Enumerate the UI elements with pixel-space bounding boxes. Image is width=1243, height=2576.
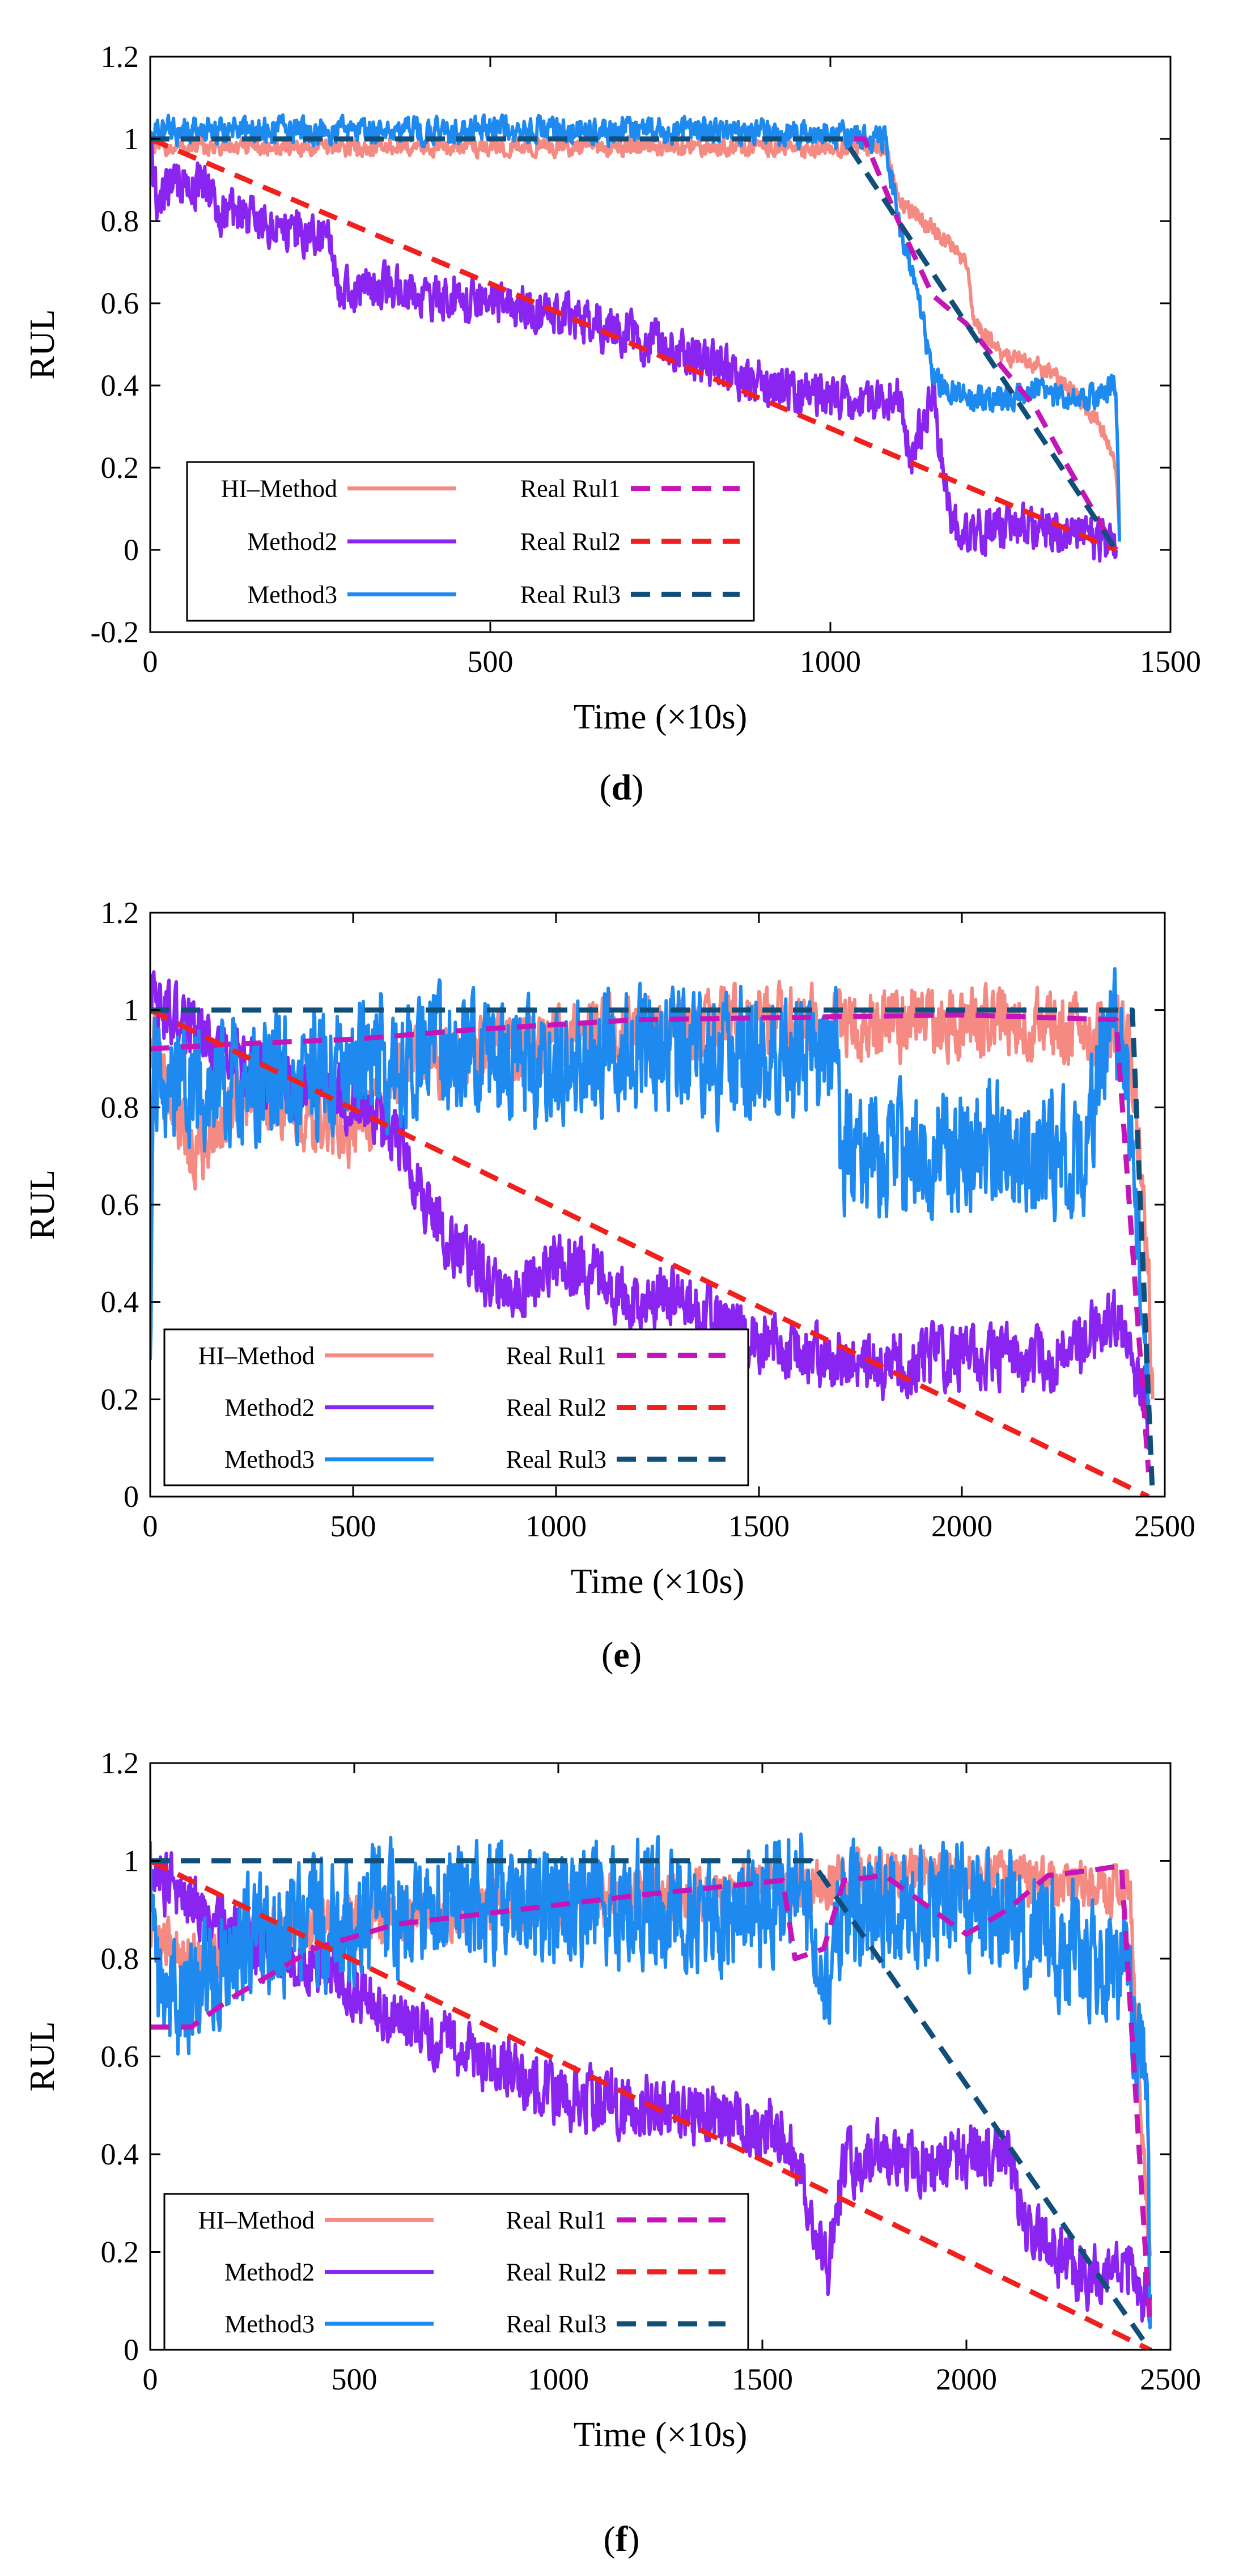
x-tick-label-e-5: 2500 (1134, 1509, 1195, 1543)
y-tick-label-e-0: 0 (124, 1480, 139, 1514)
x-tick-label-d-2: 1000 (800, 645, 861, 679)
legend-label-hi-method-f: HI–Method (198, 2206, 315, 2234)
x-axis-title-e: Time (×10s) (571, 1562, 745, 1601)
series-real-rul2-e (150, 1007, 1150, 1497)
legend-label-hi-method-d: HI–Method (221, 475, 337, 503)
y-axis-title-f: RUL (23, 2022, 62, 2092)
caption-letter-e: e (613, 1634, 629, 1675)
x-tick-label-f-5: 2500 (1140, 2362, 1201, 2396)
y-axis-title-e: RUL (23, 1170, 62, 1240)
y-tick-label-d-7: 1.2 (101, 40, 139, 74)
y-tick-label-e-1: 0.2 (101, 1382, 139, 1416)
y-tick-label-f-4: 0.8 (101, 1942, 139, 1976)
legend-label-real-rul3-e: Real Rul3 (506, 1446, 606, 1473)
y-tick-label-f-6: 1.2 (101, 1746, 139, 1780)
legend-label-hi-method-e: HI–Method (198, 1342, 315, 1370)
caption-e: (e) (601, 1634, 642, 1675)
x-axis-title-d: Time (×10s) (574, 698, 748, 736)
x-tick-label-d-3: 1500 (1140, 645, 1201, 679)
y-tick-label-d-5: 0.8 (101, 204, 139, 238)
x-tick-label-f-4: 2000 (936, 2362, 997, 2396)
legend-label-method3-f: Method3 (224, 2310, 315, 2338)
legend-label-real-rul2-e: Real Rul2 (506, 1394, 606, 1422)
x-tick-label-e-2: 1000 (525, 1509, 587, 1543)
series-group-d (150, 113, 1121, 563)
series-real-rul2-f (150, 1858, 1151, 2350)
series-method2-d (150, 141, 1118, 563)
legend-label-method2-d: Method2 (247, 528, 337, 556)
y-tick-label-e-6: 1.2 (101, 896, 139, 930)
axes-frame-d (149, 56, 1172, 633)
legend-label-real-rul2-d: Real Rul2 (520, 528, 621, 556)
y-tick-label-d-2: 0.2 (101, 451, 139, 485)
x-tick-label-f-1: 500 (332, 2362, 377, 2396)
chart-e-svg: 0 500 1000 1500 2000 2500 0 0.2 0.4 0.6 0.8 1 1.2 Tim… (23, 896, 1195, 1675)
chart-panel-e: 0 500 1000 1500 2000 2500 0 0.2 0.4 0.6 0.8 1 1.2 Tim… (0, 850, 1243, 1689)
y-tick-label-f-2: 0.4 (101, 2137, 139, 2171)
y-tick-label-d-3: 0.4 (101, 368, 139, 402)
y-tick-label-e-4: 0.8 (101, 1090, 139, 1124)
series-real-rul1-e (150, 1012, 1151, 1473)
series-group-e (150, 967, 1155, 1497)
legend-e: HI–Method Method2 Method3 Real Rul1 Real Rul… (163, 1328, 749, 1486)
series-real-rul2-d (150, 136, 1117, 553)
x-tick-label-f-3: 1500 (732, 2362, 793, 2396)
y-tick-label-d-6: 1 (124, 122, 139, 156)
x-tick-label-d-1: 500 (468, 645, 514, 679)
legend-label-method3-d: Method3 (247, 581, 337, 608)
series-method3-f (150, 1832, 1152, 2329)
caption-f: (f) (604, 2519, 640, 2559)
x-tick-label-e-1: 500 (330, 1509, 376, 1543)
legend-label-method2-f: Method2 (224, 2259, 315, 2286)
legend-label-method2-e: Method2 (224, 1394, 315, 1422)
legend-label-real-rul1-e: Real Rul1 (506, 1342, 606, 1370)
x-tick-label-e-0: 0 (143, 1509, 158, 1543)
chart-panel-f: 0 500 1000 1500 2000 2500 0 0.2 0.4 0.6 0.8 1 1.2 Tim… (0, 1706, 1243, 2576)
x-tick-label-f-0: 0 (143, 2362, 158, 2396)
x-tick-label-e-3: 1500 (728, 1509, 790, 1543)
y-tick-label-e-2: 0.4 (101, 1285, 139, 1319)
y-tick-label-f-3: 0.6 (101, 2040, 139, 2074)
caption-letter-f: f (616, 2519, 628, 2559)
y-tick-label-f-5: 1 (124, 1844, 139, 1878)
legend-label-method3-e: Method3 (224, 1446, 315, 1473)
y-axis-title-d: RUL (23, 310, 62, 380)
y-tick-label-d-0: -0.2 (91, 615, 139, 649)
caption-d: (d) (599, 767, 643, 807)
series-group-f (150, 1832, 1153, 2350)
y-tick-label-d-4: 0.6 (101, 286, 139, 320)
series-real-rul3-e (150, 1007, 1155, 1497)
caption-letter-d: d (612, 767, 632, 807)
legend-d: HI–Method Method2 Method3 Real Rul1 Real Rul… (186, 461, 755, 622)
series-method3-e (150, 967, 1151, 1415)
legend-label-real-rul3-f: Real Rul3 (506, 2310, 606, 2338)
series-real-rul1-f (150, 1863, 1153, 2326)
chart-f-svg: 0 500 1000 1500 2000 2500 0 0.2 0.4 0.6 0.8 1 1.2 Tim… (23, 1746, 1201, 2559)
series-real-rul3-f (150, 1858, 1152, 2350)
y-tick-label-f-0: 0 (124, 2333, 139, 2367)
legend-f: HI–Method Method2 Method3 Real Rul1 Real Rul… (163, 2193, 749, 2351)
series-method3-d (150, 113, 1121, 542)
legend-label-real-rul3-d: Real Rul3 (520, 581, 621, 608)
x-tick-label-e-4: 2000 (931, 1509, 992, 1543)
y-tick-label-d-1: 0 (124, 533, 139, 567)
legend-label-real-rul1-f: Real Rul1 (506, 2206, 606, 2234)
y-tick-label-f-1: 0.2 (101, 2235, 139, 2269)
y-tick-label-e-5: 1 (124, 993, 139, 1027)
chart-panel-d: 0 500 1000 1500 -0.2 0 0.2 0.4 0.6 0.8 1 1.2 Time (×… (0, 0, 1243, 839)
legend-box-d (186, 461, 755, 622)
legend-label-real-rul2-f: Real Rul2 (506, 2259, 606, 2286)
x-tick-label-d-0: 0 (143, 645, 158, 679)
legend-label-real-rul1-d: Real Rul1 (520, 475, 621, 503)
y-tick-label-e-3: 0.6 (101, 1188, 139, 1222)
x-axis-title-f: Time (×10s) (574, 2416, 748, 2454)
x-tick-label-f-2: 1000 (528, 2362, 589, 2396)
series-real-rul3-d (150, 136, 1118, 552)
